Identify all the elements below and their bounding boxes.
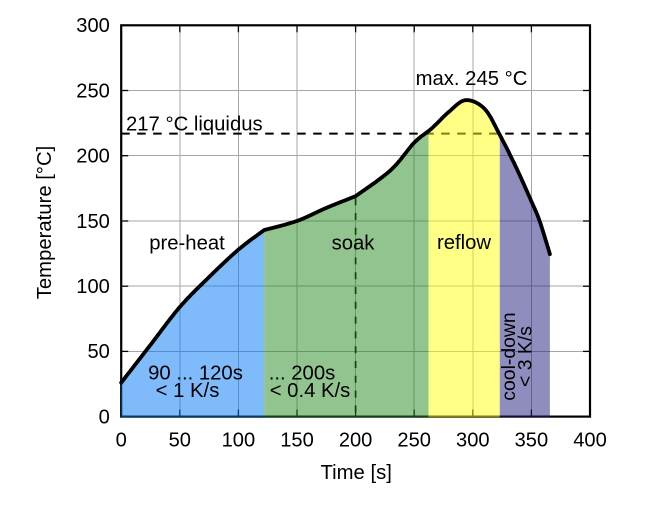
svg-text:90 ... 120s: 90 ... 120s <box>148 363 243 385</box>
svg-text:soak: soak <box>332 233 376 255</box>
svg-text:Temperature [°C]: Temperature [°C] <box>34 146 56 300</box>
svg-text:200: 200 <box>76 146 110 168</box>
svg-text:200: 200 <box>339 430 373 452</box>
svg-text:250: 250 <box>397 430 431 452</box>
svg-text:50: 50 <box>87 341 109 363</box>
svg-text:217 °C liquidus: 217 °C liquidus <box>126 114 263 136</box>
svg-text:Time [s]: Time [s] <box>321 462 392 484</box>
svg-text:150: 150 <box>76 211 110 233</box>
svg-text:< 1 K/s: < 1 K/s <box>156 380 220 402</box>
svg-text:max. 245 °C: max. 245 °C <box>416 68 528 90</box>
svg-text:100: 100 <box>222 430 256 452</box>
svg-text:250: 250 <box>76 80 110 102</box>
svg-text:< 0.4 K/s: < 0.4 K/s <box>270 380 351 402</box>
svg-text:150: 150 <box>280 430 314 452</box>
svg-text:350: 350 <box>515 430 549 452</box>
svg-text:pre-heat: pre-heat <box>149 233 225 255</box>
svg-text:400: 400 <box>573 430 607 452</box>
svg-text:300: 300 <box>456 430 490 452</box>
svg-text:0: 0 <box>116 430 127 452</box>
svg-text:100: 100 <box>76 276 110 298</box>
svg-text:0: 0 <box>99 406 110 428</box>
svg-text:... 200s: ... 200s <box>269 363 336 385</box>
svg-text:50: 50 <box>169 430 191 452</box>
svg-text:300: 300 <box>76 15 110 37</box>
svg-text:cool-down: cool-down <box>498 312 520 400</box>
svg-text:< 3 K/s: < 3 K/s <box>514 326 536 387</box>
svg-text:reflow: reflow <box>437 232 491 254</box>
